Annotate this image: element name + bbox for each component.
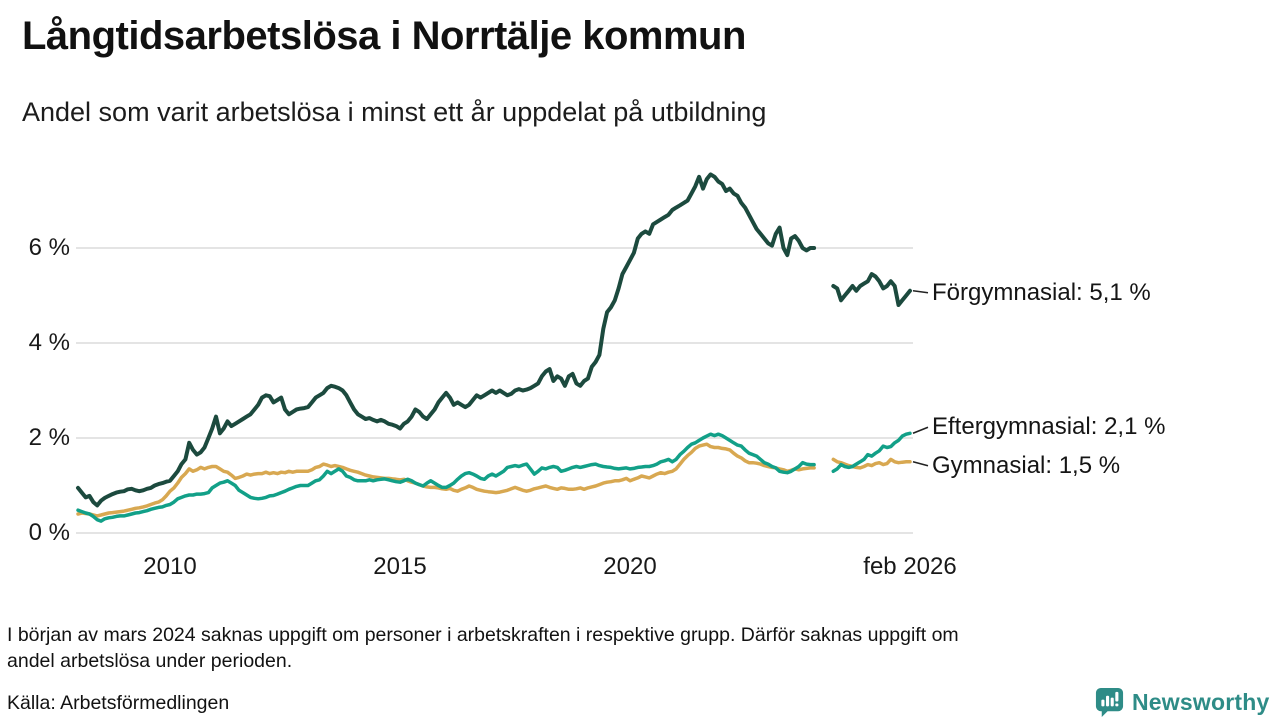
page-subtitle: Andel som varit arbetslösa i minst ett å… [22,97,767,127]
newsworthy-logo-text: Newsworthy [1132,688,1270,715]
newsworthy-logo-icon [1095,687,1124,718]
y-tick-label-0: 0 % [28,519,70,546]
label-connector-förgymnasial [912,289,929,294]
y-tick-label-2: 2 % [28,424,70,451]
series-line-gymnasial [76,442,912,518]
footnote-line-2: andel arbetslösa under perioden. [7,650,293,672]
y-tick-label-6: 6 % [28,234,70,261]
x-tick-label-2020: 2020 [603,553,657,580]
x-tick-label-2010: 2010 [143,553,197,580]
page-title: Långtidsarbetslösa i Norrtälje kommun [22,14,746,58]
series-label-förgymnasial: Förgymnasial: 5,1 % [932,278,1151,306]
label-connector-eftergymnasial [912,426,929,434]
series-line-förgymnasial [76,172,912,508]
source-credit: Källa: Arbetsförmedlingen [7,692,230,714]
footnote-line-1: I början av mars 2024 saknas uppgift om … [7,624,959,646]
series-line-eftergymnasial [76,431,912,523]
label-connector-gymnasial [912,460,929,467]
y-tick-label-4: 4 % [28,329,70,356]
x-tick-label-2015: 2015 [373,553,427,580]
x-tick-label-feb-2026: feb 2026 [863,553,957,580]
newsworthy-branding: Newsworthy [1094,686,1269,718]
series-label-eftergymnasial: Eftergymnasial: 2,1 % [932,413,1166,441]
chart-footnote: I början av mars 2024 saknas uppgift om … [7,622,959,674]
series-label-gymnasial: Gymnasial: 1,5 % [932,451,1121,479]
